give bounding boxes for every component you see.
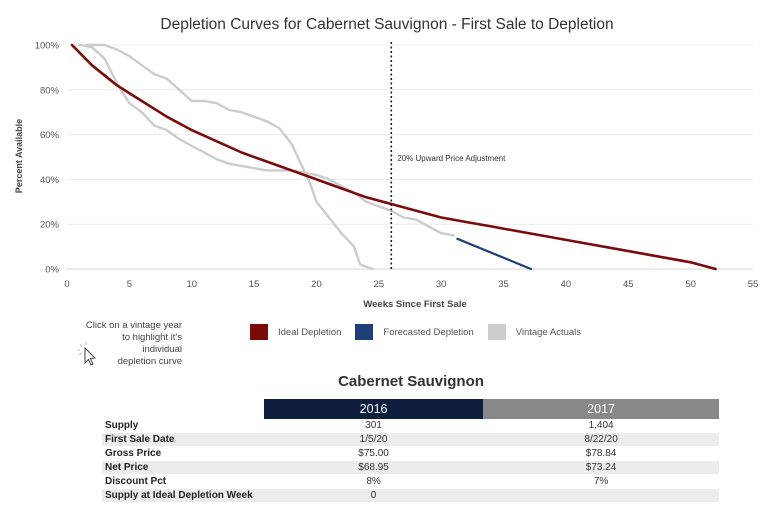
x-tick-label: 30	[436, 279, 447, 290]
hint-line-2: to highlight it's	[122, 332, 182, 343]
legend-item-actuals[interactable]: Vintage Actuals	[487, 324, 582, 340]
cell-2017	[483, 488, 719, 503]
depletion-chart: Depletion Curves for Cabernet Sauvignon …	[14, 16, 758, 310]
x-tick-label: 50	[685, 279, 696, 290]
table-header-row: 2016 2017	[102, 399, 719, 419]
y-tick-label: 100%	[35, 41, 60, 52]
cell-2017: 8/22/20	[483, 432, 719, 447]
hint-line-3: individual	[142, 344, 182, 355]
vintage-table-title: Cabernet Sauvignon	[338, 373, 484, 390]
vintage-2017-header[interactable]: 2017	[483, 399, 719, 419]
row-label: Net Price	[102, 460, 264, 475]
vintage-2016-header[interactable]: 2016	[264, 399, 484, 419]
cell-2017: $78.84	[585, 448, 617, 459]
x-axis-label: Weeks Since First Sale	[363, 299, 466, 310]
y-tick-label: 80%	[40, 85, 60, 96]
cell-2017: $73.24	[483, 460, 719, 475]
hint-line-4: depletion curve	[117, 356, 182, 367]
cell-2016: $75.00	[358, 448, 389, 459]
table-header-blank	[102, 399, 264, 419]
x-axis-ticks: 0 5 10 15 20 25 30 35 40 45 50 55	[64, 279, 758, 290]
hint-line-1: Click on a vintage year	[85, 320, 182, 331]
y-tick-label: 0%	[45, 265, 59, 276]
series-line-forecasted-depletion[interactable]	[456, 237, 533, 271]
series-line-vintage-actuals-2016[interactable]	[78, 43, 455, 237]
series-line-vintage-actuals-2017[interactable]	[84, 43, 374, 271]
row-label: Supply at Ideal Depletion Week	[102, 488, 264, 503]
x-tick-label: 25	[374, 279, 385, 290]
cell-2016: 1/5/20	[264, 432, 484, 447]
highlight-hint: Click on a vintage year to highlight it'…	[70, 320, 182, 368]
table-row-gross-price: Gross Price $75.00 $78.84	[102, 447, 719, 461]
price-adjustment-label: 20% Upward Price Adjustment	[397, 154, 506, 163]
legend-label-actuals: Vintage Actuals	[515, 326, 582, 338]
table-row-first-sale-date: First Sale Date 1/5/20 8/22/20	[102, 432, 719, 447]
table-row-supply: Supply 301 1,404	[102, 419, 719, 433]
y-axis-label: Percent Available	[14, 119, 24, 193]
x-tick-label: 40	[561, 279, 572, 290]
row-label: Supply	[105, 420, 139, 431]
row-label: Gross Price	[105, 448, 162, 459]
legend-item-ideal[interactable]: Ideal Depletion	[250, 324, 341, 340]
table-row-supply-at-ideal-week: Supply at Ideal Depletion Week 0	[102, 488, 719, 503]
legend-item-forecast[interactable]: Forecasted Depletion	[355, 324, 474, 340]
legend-swatch-ideal	[250, 324, 268, 340]
x-tick-label: 45	[623, 279, 634, 290]
x-tick-label: 55	[748, 279, 759, 290]
y-axis-ticks: 0% 20% 40% 60% 80% 100%	[35, 41, 60, 276]
legend-label-ideal: Ideal Depletion	[278, 326, 342, 338]
cell-2017: 1,404	[588, 420, 614, 431]
table-row-net-price: Net Price $68.95 $73.24	[102, 460, 719, 475]
cell-2016: 8%	[366, 476, 381, 487]
x-tick-label: 5	[127, 279, 132, 290]
legend-label-forecast: Forecasted Depletion	[383, 326, 474, 338]
y-tick-label: 20%	[40, 220, 60, 231]
y-tick-label: 60%	[40, 130, 60, 141]
x-tick-label: 10	[186, 279, 197, 290]
cell-2016: 0	[264, 488, 484, 503]
chart-title: Depletion Curves for Cabernet Sauvignon …	[160, 16, 613, 33]
legend-swatch-actuals	[487, 324, 506, 340]
cell-2016: $68.95	[264, 460, 484, 475]
row-label: Discount Pct	[105, 476, 167, 487]
legend-swatch-forecast	[355, 324, 374, 340]
x-tick-label: 0	[64, 279, 69, 290]
x-tick-label: 35	[498, 279, 509, 290]
cell-2017: 7%	[593, 476, 609, 487]
grid-lines	[67, 44, 753, 270]
chart-legend: Ideal Depletion Forecasted Depletion Vin…	[250, 324, 595, 340]
y-tick-label: 40%	[40, 175, 60, 186]
table-row-discount-pct: Discount Pct 8% 7%	[102, 475, 719, 489]
x-tick-label: 20	[311, 279, 322, 290]
x-tick-label: 15	[249, 279, 260, 290]
cursor-click-icon	[77, 342, 97, 366]
series-lines[interactable]	[70, 43, 717, 271]
row-label: First Sale Date	[102, 432, 264, 447]
vintage-summary-table: 2016 2017 Supply 301 1,404 First Sale Da…	[102, 399, 719, 503]
cell-2016: 301	[365, 420, 382, 431]
